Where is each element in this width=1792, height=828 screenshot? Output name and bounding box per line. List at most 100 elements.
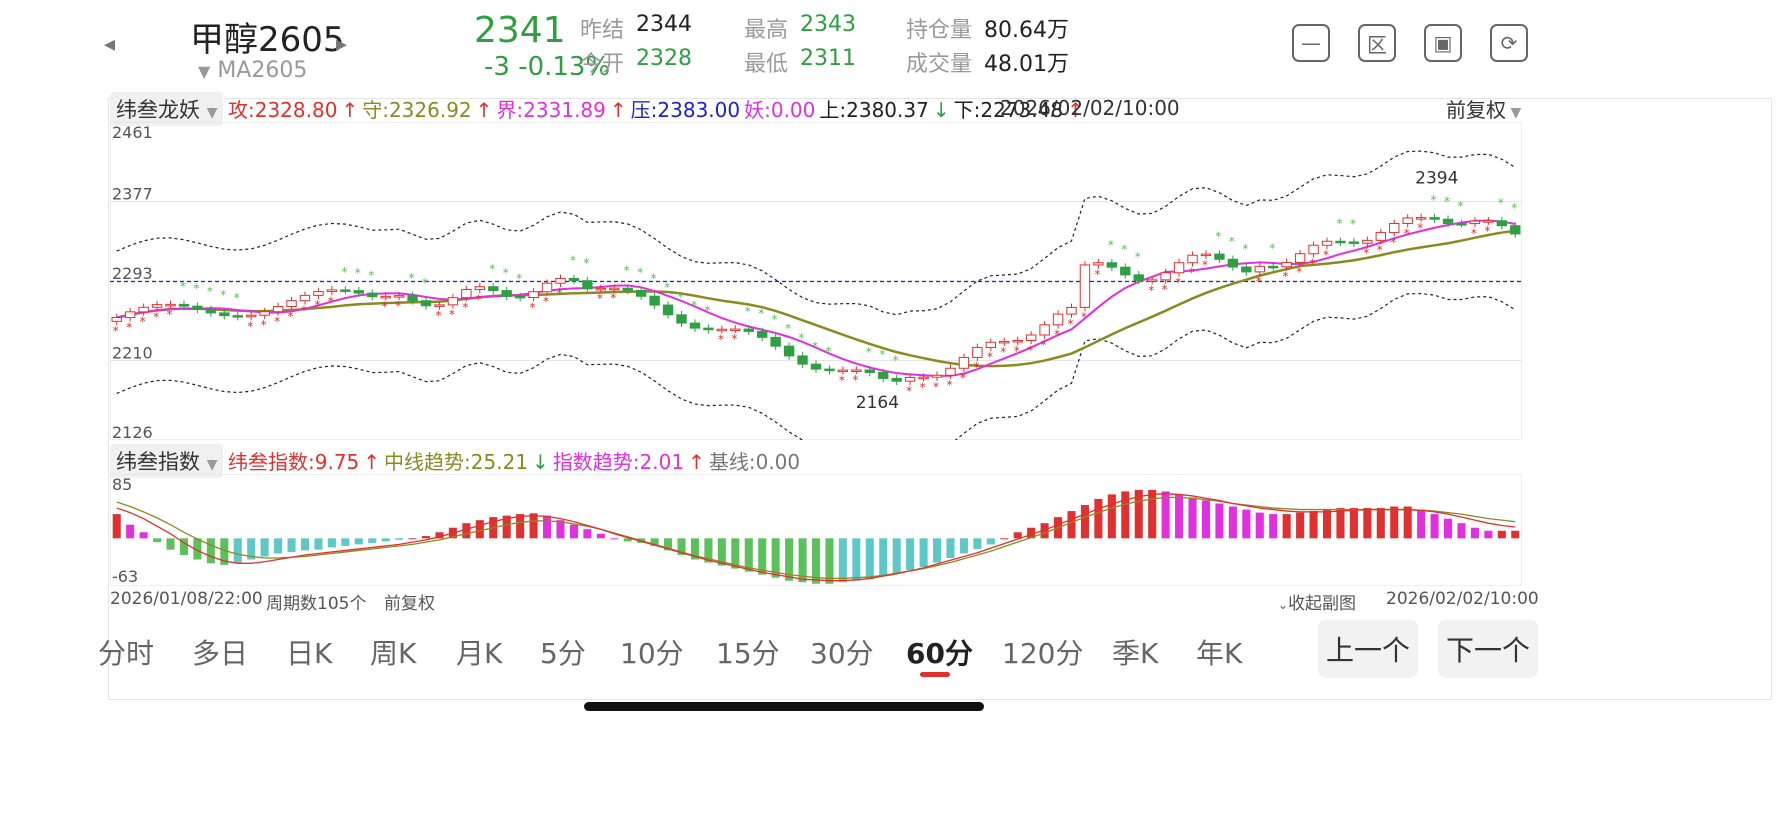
signal-star: * (664, 280, 670, 294)
lower-band-line (116, 292, 1516, 440)
prev-contract-arrow[interactable]: ◂ (104, 32, 116, 57)
signal-star: * (1377, 243, 1383, 257)
stat-value: 80.64万 (984, 18, 1069, 43)
oscillator-bar (300, 538, 310, 551)
candle-body (972, 346, 983, 358)
signal-star: * (1054, 328, 1060, 342)
signal-star: * (1350, 217, 1356, 231)
signal-star: * (382, 299, 388, 313)
signal-star: * (1202, 258, 1208, 272)
signal-star: * (1014, 344, 1020, 358)
signal-star: * (207, 285, 213, 299)
signal-star: * (812, 339, 818, 353)
tab-0[interactable]: 分时 (98, 637, 155, 670)
tab-10[interactable]: 120分 (1002, 637, 1084, 670)
signal-star: * (906, 384, 912, 398)
signal-star: * (126, 320, 132, 334)
oscillator-bar (1497, 530, 1506, 539)
oscillator-bar (852, 538, 861, 581)
legend-item: 妖:0.00 (744, 98, 816, 122)
trend-arrow-icon: ↑ (363, 450, 381, 474)
tab-5[interactable]: 5分 (540, 637, 586, 670)
candle-body (461, 289, 472, 299)
candle-body (555, 277, 566, 284)
candle-body (393, 295, 405, 298)
signal-star: * (180, 280, 186, 294)
sub-indicator-select[interactable]: 纬叁指数 ▼ (110, 444, 224, 478)
stat-value: 2343 (800, 12, 856, 37)
collapse-sub-button[interactable]: ⌄收起副图 (1278, 589, 1356, 614)
signal-star: * (973, 360, 979, 374)
candle-body (891, 377, 902, 382)
signal-star: * (1310, 257, 1316, 271)
collapse-icon: ⌄ (1278, 598, 1289, 612)
candle-body (985, 341, 997, 348)
signal-star: * (328, 294, 334, 308)
signal-star: * (543, 295, 549, 309)
candle-body (609, 287, 620, 291)
sub-oscillator-chart[interactable]: 85 -63 (110, 474, 1522, 586)
end-date: 2026/02/02/10:00 (1386, 589, 1539, 609)
oscillator-bar (959, 538, 968, 554)
oscillator-bar (408, 538, 417, 540)
adjust-select[interactable]: 前复权 ▼ (1446, 94, 1521, 123)
main-candlestick-chart[interactable]: 2461 2377 2293 2210 2126 * * * * * * * * * * * * * * * * * * * *… (110, 122, 1522, 440)
oscillator-bar (435, 532, 444, 539)
tab-9[interactable]: 60分 (906, 637, 973, 670)
tab-7[interactable]: 15分 (716, 637, 780, 670)
contract-code[interactable]: ▼ MA2605 (198, 58, 307, 83)
signal-star: * (1471, 226, 1477, 240)
candle-body (501, 290, 512, 297)
oscillator-bar (139, 532, 148, 539)
candle-body (165, 303, 176, 307)
tab-3[interactable]: 周K (370, 637, 417, 670)
oscillator-bar (193, 538, 202, 560)
candle-body (931, 374, 943, 378)
candle-body (810, 363, 822, 370)
oscillator-bar (1027, 527, 1036, 539)
signal-star: * (1417, 221, 1423, 235)
prev-button[interactable]: 上一个 (1318, 620, 1418, 678)
stat-label: 最低 (744, 52, 789, 77)
area-icon[interactable]: 区 (1358, 24, 1396, 62)
tab-8[interactable]: 30分 (810, 637, 874, 670)
candle-body (662, 304, 674, 316)
signal-star: * (1000, 345, 1006, 359)
signal-star: * (920, 380, 926, 394)
y-tick-label: 2377 (112, 185, 153, 204)
oscillator-bar (327, 538, 336, 548)
tab-11[interactable]: 季K (1112, 637, 1159, 670)
candle-body (676, 314, 687, 324)
candle-body (474, 286, 486, 291)
picture-icon[interactable]: ▣ (1424, 24, 1462, 62)
y-tick-label: 2126 (112, 423, 153, 440)
candle-body (837, 369, 849, 373)
trend-arrow-icon: ↑ (609, 98, 627, 122)
signal-star: * (516, 272, 522, 286)
minus-square-icon[interactable]: — (1292, 24, 1330, 62)
candle-body (1106, 262, 1118, 268)
signal-star: * (193, 281, 199, 295)
tab-2[interactable]: 日K (286, 637, 333, 670)
candle-body (340, 289, 351, 292)
next-contract-arrow[interactable]: ▸ (336, 32, 348, 57)
signal-star: * (1457, 199, 1463, 213)
stat-value: 2311 (800, 46, 856, 71)
oscillator-bar (247, 538, 256, 560)
main-indicator-select[interactable]: 纬叁龙妖 ▼ (110, 92, 224, 126)
candle-body (945, 367, 956, 376)
rotate-screen-icon[interactable]: ⟳ (1490, 24, 1528, 62)
tab-4[interactable]: 月K (456, 637, 503, 670)
oscillator-bar (1215, 503, 1224, 539)
legend-item: 界:2331.89 (496, 98, 606, 122)
tab-6[interactable]: 10分 (620, 637, 684, 670)
oscillator-bar (1269, 514, 1278, 539)
oscillator-bar (1201, 500, 1211, 539)
chart-panel (108, 98, 1772, 700)
signal-star: * (1283, 270, 1289, 284)
signal-star: * (288, 309, 294, 323)
sub-y-tick-label: 85 (112, 475, 132, 494)
next-button[interactable]: 下一个 (1438, 620, 1538, 678)
tab-12[interactable]: 年K (1196, 637, 1243, 670)
tab-1[interactable]: 多日 (192, 637, 249, 670)
